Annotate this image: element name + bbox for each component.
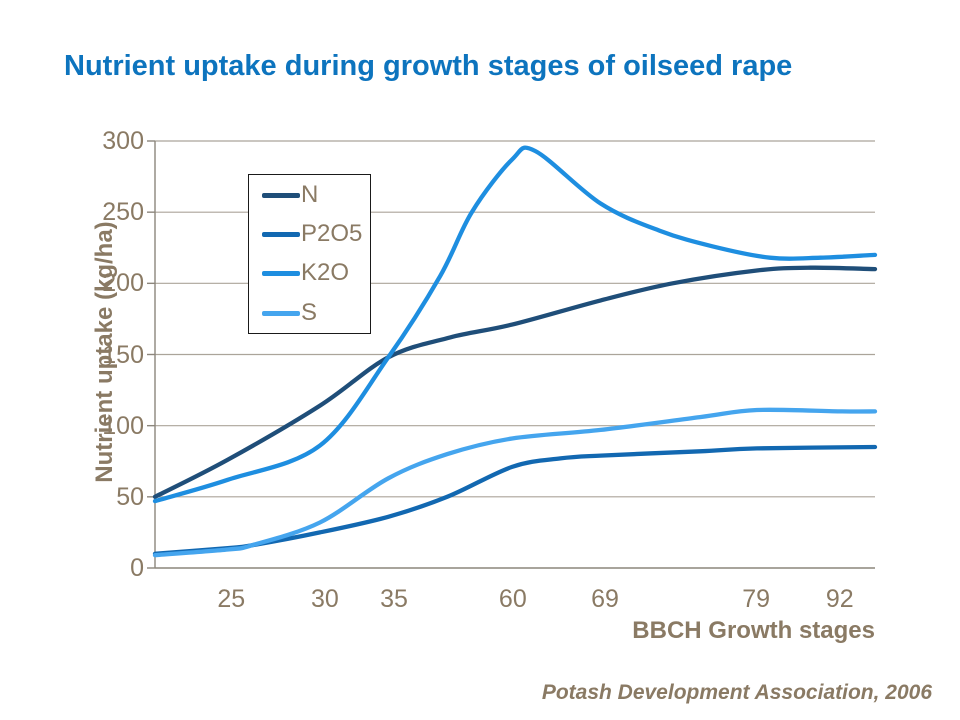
y-tick-label-300: 300 <box>102 127 144 155</box>
x-tick-label-60: 60 <box>498 585 527 613</box>
page-title: Nutrient uptake during growth stages of … <box>64 50 793 82</box>
x-tick-label-30: 30 <box>311 585 339 613</box>
legend-swatch-s <box>262 310 300 316</box>
legend-item-p2o5: P2O5 <box>262 219 362 249</box>
legend-label-k2o: K2O <box>301 259 350 286</box>
chart-legend: N P2O5 K2O S <box>248 174 371 334</box>
series-line-k2o <box>152 145 878 504</box>
y-tick-label-250: 250 <box>102 198 144 227</box>
y-tick-label-50: 50 <box>116 482 144 511</box>
legend-swatch-p2o5 <box>262 231 300 237</box>
y-tick-label-200: 200 <box>102 269 144 298</box>
y-tick-label-0: 0 <box>130 554 144 582</box>
x-tick-label-25: 25 <box>217 585 246 613</box>
x-tick-label-79: 79 <box>742 585 771 613</box>
x-tick-label-35: 35 <box>380 585 408 613</box>
legend-swatch-n <box>262 192 300 198</box>
x-axis-title: BBCH Growth stages <box>632 617 875 644</box>
legend-label-s: S <box>301 299 318 326</box>
legend-item-n: N <box>262 180 318 210</box>
series-line-n <box>152 265 878 499</box>
source-credit: Potash Development Association, 2006 <box>541 681 932 704</box>
legend-label-p2o5: P2O5 <box>301 220 363 247</box>
series-line-s <box>152 407 878 558</box>
legend-item-k2o: K2O <box>262 258 349 288</box>
x-tick-label-69: 69 <box>591 585 619 613</box>
y-tick-label-150: 150 <box>102 340 144 369</box>
y-axis-title: Nutrient uptake (kg/ha) <box>91 221 118 483</box>
y-tick-label-100: 100 <box>102 411 144 440</box>
series-line-p2o5 <box>152 444 878 556</box>
legend-label-n: N <box>301 181 319 208</box>
x-tick-label-92: 92 <box>825 585 854 613</box>
legend-swatch-k2o <box>262 270 300 276</box>
legend-item-s: S <box>262 298 317 328</box>
